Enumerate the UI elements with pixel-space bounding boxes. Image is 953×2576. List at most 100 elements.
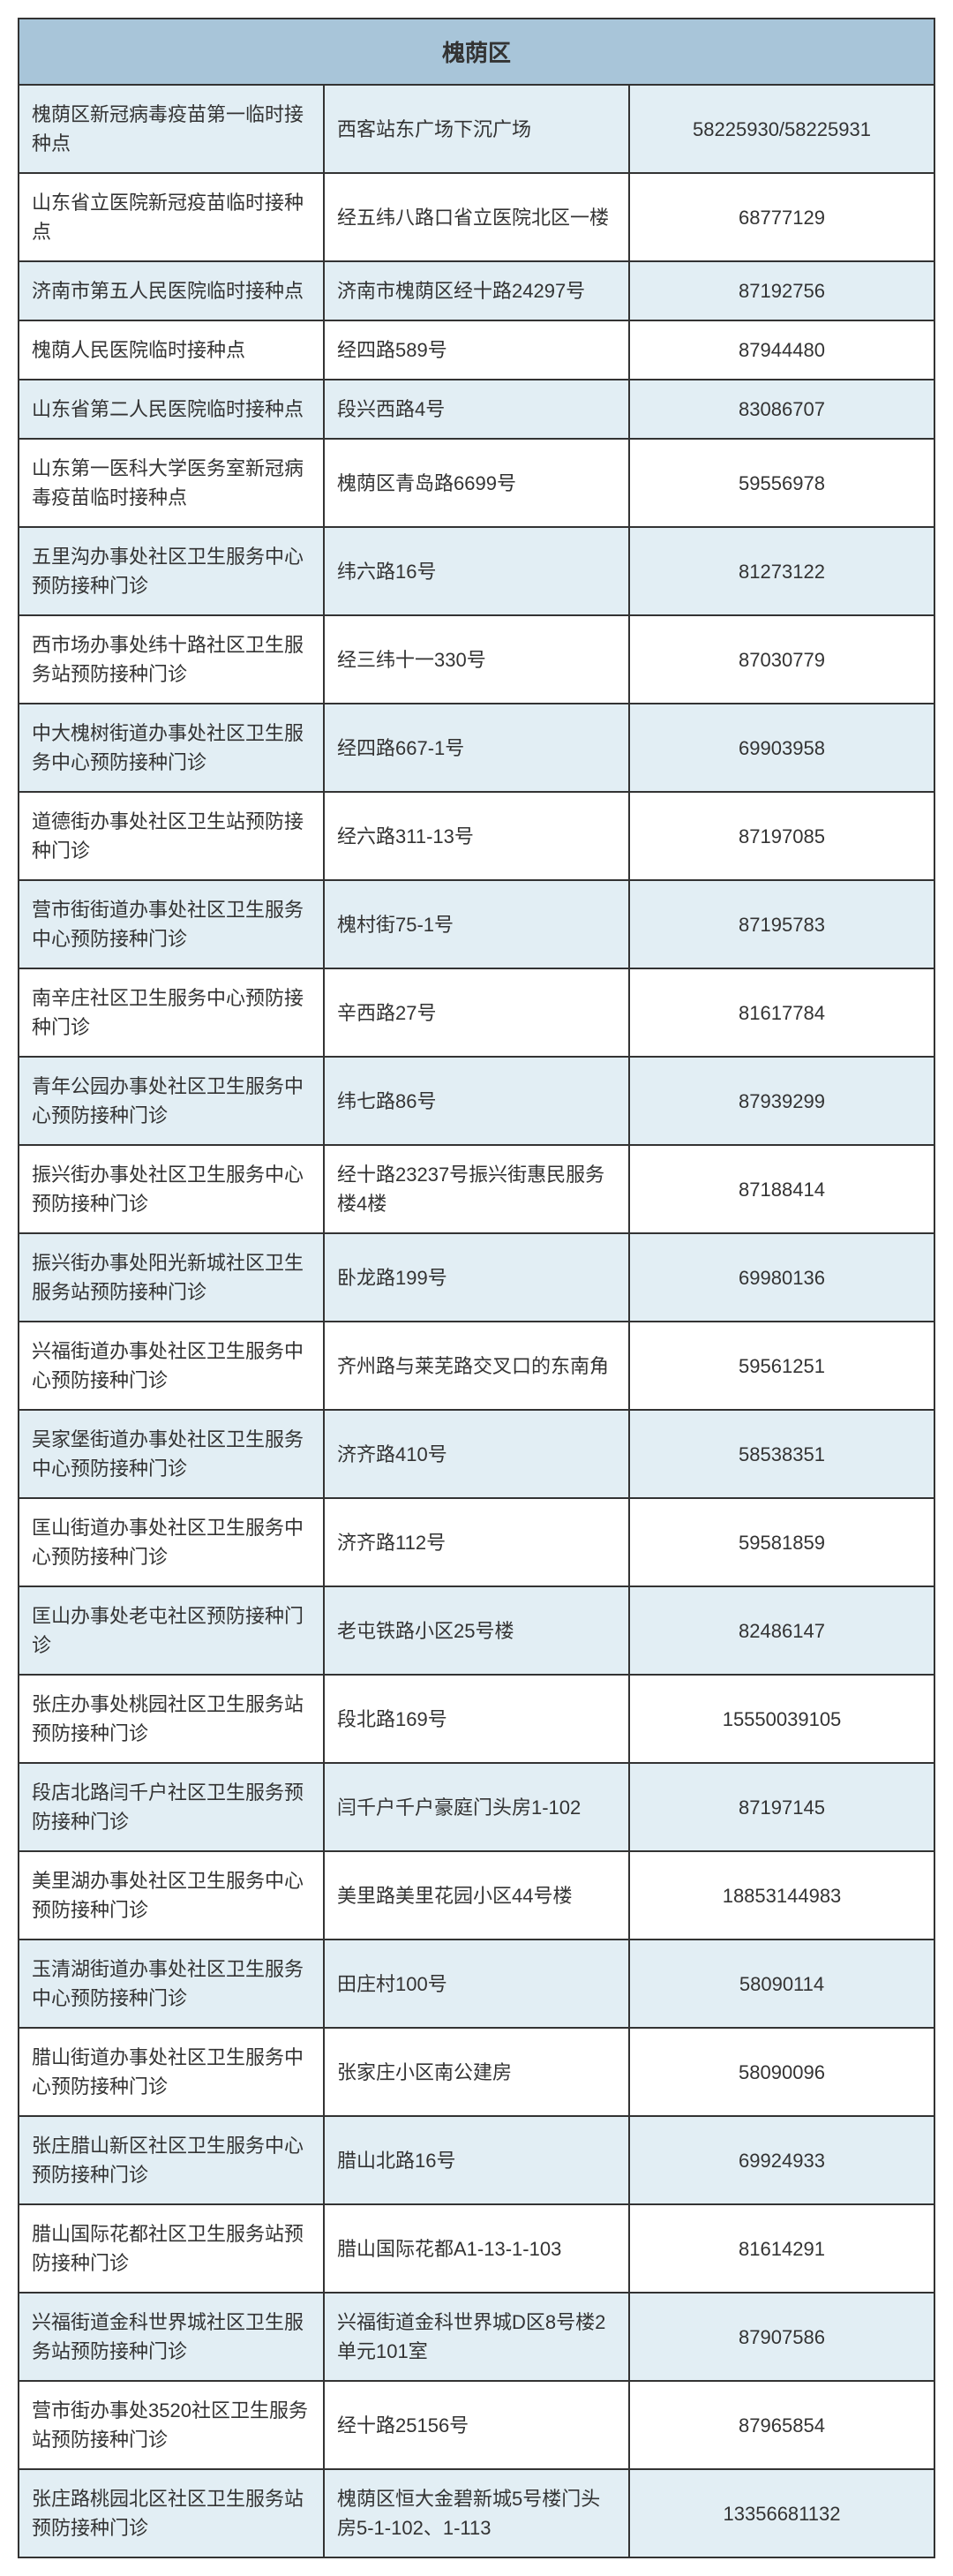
site-address-cell: 经四路589号 [324,320,629,380]
site-address-cell: 张家庄小区南公建房 [324,2028,629,2116]
site-address-cell: 段北路169号 [324,1675,629,1763]
table-row: 营市街街道办事处社区卫生服务中心预防接种门诊槐村街75-1号87195783 [19,880,934,968]
site-name-cell: 兴福街道办事处社区卫生服务中心预防接种门诊 [19,1322,324,1410]
site-address-cell: 经六路311-13号 [324,792,629,880]
site-name-cell: 青年公园办事处社区卫生服务中心预防接种门诊 [19,1057,324,1145]
site-name-cell: 西市场办事处纬十路社区卫生服务站预防接种门诊 [19,615,324,704]
site-phone-cell: 13356681132 [629,2469,934,2557]
site-phone-cell: 87944480 [629,320,934,380]
site-name-cell: 槐荫区新冠病毒疫苗第一临时接种点 [19,85,324,173]
table-row: 中大槐树街道办事处社区卫生服务中心预防接种门诊经四路667-1号69903958 [19,704,934,792]
site-address-cell: 齐州路与莱芜路交叉口的东南角 [324,1322,629,1410]
site-address-cell: 经十路23237号振兴街惠民服务楼4楼 [324,1145,629,1233]
site-address-cell: 腊山国际花都A1-13-1-103 [324,2204,629,2293]
site-phone-cell: 87939299 [629,1057,934,1145]
table-row: 匡山街道办事处社区卫生服务中心预防接种门诊济齐路112号59581859 [19,1498,934,1586]
site-name-cell: 匡山办事处老屯社区预防接种门诊 [19,1586,324,1675]
table-row: 营市街办事处3520社区卫生服务站预防接种门诊经十路25156号87965854 [19,2381,934,2469]
site-address-cell: 闫千户千户豪庭门头房1-102 [324,1763,629,1851]
table-row: 张庄路桃园北区社区卫生服务站预防接种门诊槐荫区恒大金碧新城5号楼门头房5-1-1… [19,2469,934,2557]
site-phone-cell: 59556978 [629,439,934,527]
site-phone-cell: 87192756 [629,261,934,320]
table-row: 山东省立医院新冠疫苗临时接种点经五纬八路口省立医院北区一楼68777129 [19,173,934,261]
table-row: 山东第一医科大学医务室新冠病毒疫苗临时接种点槐荫区青岛路6699号5955697… [19,439,934,527]
table-row: 山东省第二人民医院临时接种点段兴西路4号83086707 [19,380,934,439]
site-name-cell: 段店北路闫千户社区卫生服务预防接种门诊 [19,1763,324,1851]
site-phone-cell: 69924933 [629,2116,934,2204]
table-row: 振兴街办事处阳光新城社区卫生服务站预防接种门诊卧龙路199号69980136 [19,1233,934,1322]
site-address-cell: 美里路美里花园小区44号楼 [324,1851,629,1940]
site-phone-cell: 69980136 [629,1233,934,1322]
site-address-cell: 卧龙路199号 [324,1233,629,1322]
site-phone-cell: 87030779 [629,615,934,704]
site-name-cell: 五里沟办事处社区卫生服务中心预防接种门诊 [19,527,324,615]
site-phone-cell: 87197145 [629,1763,934,1851]
site-name-cell: 张庄腊山新区社区卫生服务中心预防接种门诊 [19,2116,324,2204]
site-phone-cell: 82486147 [629,1586,934,1675]
site-name-cell: 腊山国际花都社区卫生服务站预防接种门诊 [19,2204,324,2293]
site-phone-cell: 58090114 [629,1940,934,2028]
site-phone-cell: 58090096 [629,2028,934,2116]
site-name-cell: 中大槐树街道办事处社区卫生服务中心预防接种门诊 [19,704,324,792]
site-address-cell: 纬六路16号 [324,527,629,615]
site-phone-cell: 87188414 [629,1145,934,1233]
site-phone-cell: 58538351 [629,1410,934,1498]
site-phone-cell: 68777129 [629,173,934,261]
site-name-cell: 济南市第五人民医院临时接种点 [19,261,324,320]
site-phone-cell: 83086707 [629,380,934,439]
site-phone-cell: 81617784 [629,968,934,1057]
table-row: 西市场办事处纬十路社区卫生服务站预防接种门诊经三纬十一330号87030779 [19,615,934,704]
site-phone-cell: 58225930/58225931 [629,85,934,173]
site-address-cell: 西客站东广场下沉广场 [324,85,629,173]
site-name-cell: 张庄路桃园北区社区卫生服务站预防接种门诊 [19,2469,324,2557]
site-address-cell: 经四路667-1号 [324,704,629,792]
site-phone-cell: 81273122 [629,527,934,615]
site-phone-cell: 15550039105 [629,1675,934,1763]
site-phone-cell: 87907586 [629,2293,934,2381]
site-name-cell: 山东省立医院新冠疫苗临时接种点 [19,173,324,261]
table-title: 槐荫区 [19,19,934,85]
site-address-cell: 济齐路410号 [324,1410,629,1498]
site-address-cell: 济南市槐荫区经十路24297号 [324,261,629,320]
site-address-cell: 老屯铁路小区25号楼 [324,1586,629,1675]
site-name-cell: 振兴街办事处社区卫生服务中心预防接种门诊 [19,1145,324,1233]
site-phone-cell: 81614291 [629,2204,934,2293]
site-name-cell: 振兴街办事处阳光新城社区卫生服务站预防接种门诊 [19,1233,324,1322]
site-name-cell: 道德街办事处社区卫生站预防接种门诊 [19,792,324,880]
table-container: 槐荫区 槐荫区新冠病毒疫苗第一临时接种点西客站东广场下沉广场58225930/5… [18,18,935,2558]
table-row: 美里湖办事处社区卫生服务中心预防接种门诊美里路美里花园小区44号楼1885314… [19,1851,934,1940]
table-row: 匡山办事处老屯社区预防接种门诊老屯铁路小区25号楼82486147 [19,1586,934,1675]
table-row: 兴福街道金科世界城社区卫生服务站预防接种门诊兴福街道金科世界城D区8号楼2单元1… [19,2293,934,2381]
site-address-cell: 兴福街道金科世界城D区8号楼2单元101室 [324,2293,629,2381]
table-row: 腊山国际花都社区卫生服务站预防接种门诊腊山国际花都A1-13-1-1038161… [19,2204,934,2293]
site-name-cell: 南辛庄社区卫生服务中心预防接种门诊 [19,968,324,1057]
table-row: 南辛庄社区卫生服务中心预防接种门诊辛西路27号81617784 [19,968,934,1057]
site-address-cell: 经三纬十一330号 [324,615,629,704]
site-address-cell: 槐村街75-1号 [324,880,629,968]
site-address-cell: 田庄村100号 [324,1940,629,2028]
site-name-cell: 营市街办事处3520社区卫生服务站预防接种门诊 [19,2381,324,2469]
table-header-row: 槐荫区 [19,19,934,85]
table-row: 段店北路闫千户社区卫生服务预防接种门诊闫千户千户豪庭门头房1-102871971… [19,1763,934,1851]
table-row: 槐荫区新冠病毒疫苗第一临时接种点西客站东广场下沉广场58225930/58225… [19,85,934,173]
site-address-cell: 济齐路112号 [324,1498,629,1586]
site-address-cell: 纬七路86号 [324,1057,629,1145]
site-address-cell: 经五纬八路口省立医院北区一楼 [324,173,629,261]
vaccination-sites-table: 槐荫区 槐荫区新冠病毒疫苗第一临时接种点西客站东广场下沉广场58225930/5… [18,18,935,2558]
site-name-cell: 玉清湖街道办事处社区卫生服务中心预防接种门诊 [19,1940,324,2028]
site-name-cell: 营市街街道办事处社区卫生服务中心预防接种门诊 [19,880,324,968]
site-name-cell: 山东第一医科大学医务室新冠病毒疫苗临时接种点 [19,439,324,527]
site-address-cell: 腊山北路16号 [324,2116,629,2204]
table-row: 槐荫人民医院临时接种点经四路589号87944480 [19,320,934,380]
site-name-cell: 槐荫人民医院临时接种点 [19,320,324,380]
table-row: 兴福街道办事处社区卫生服务中心预防接种门诊齐州路与莱芜路交叉口的东南角59561… [19,1322,934,1410]
site-address-cell: 段兴西路4号 [324,380,629,439]
site-name-cell: 山东省第二人民医院临时接种点 [19,380,324,439]
table-row: 玉清湖街道办事处社区卫生服务中心预防接种门诊田庄村100号58090114 [19,1940,934,2028]
site-name-cell: 兴福街道金科世界城社区卫生服务站预防接种门诊 [19,2293,324,2381]
table-row: 张庄办事处桃园社区卫生服务站预防接种门诊段北路169号15550039105 [19,1675,934,1763]
site-address-cell: 辛西路27号 [324,968,629,1057]
table-row: 济南市第五人民医院临时接种点济南市槐荫区经十路24297号87192756 [19,261,934,320]
table-row: 道德街办事处社区卫生站预防接种门诊经六路311-13号87197085 [19,792,934,880]
table-row: 吴家堡街道办事处社区卫生服务中心预防接种门诊济齐路410号58538351 [19,1410,934,1498]
